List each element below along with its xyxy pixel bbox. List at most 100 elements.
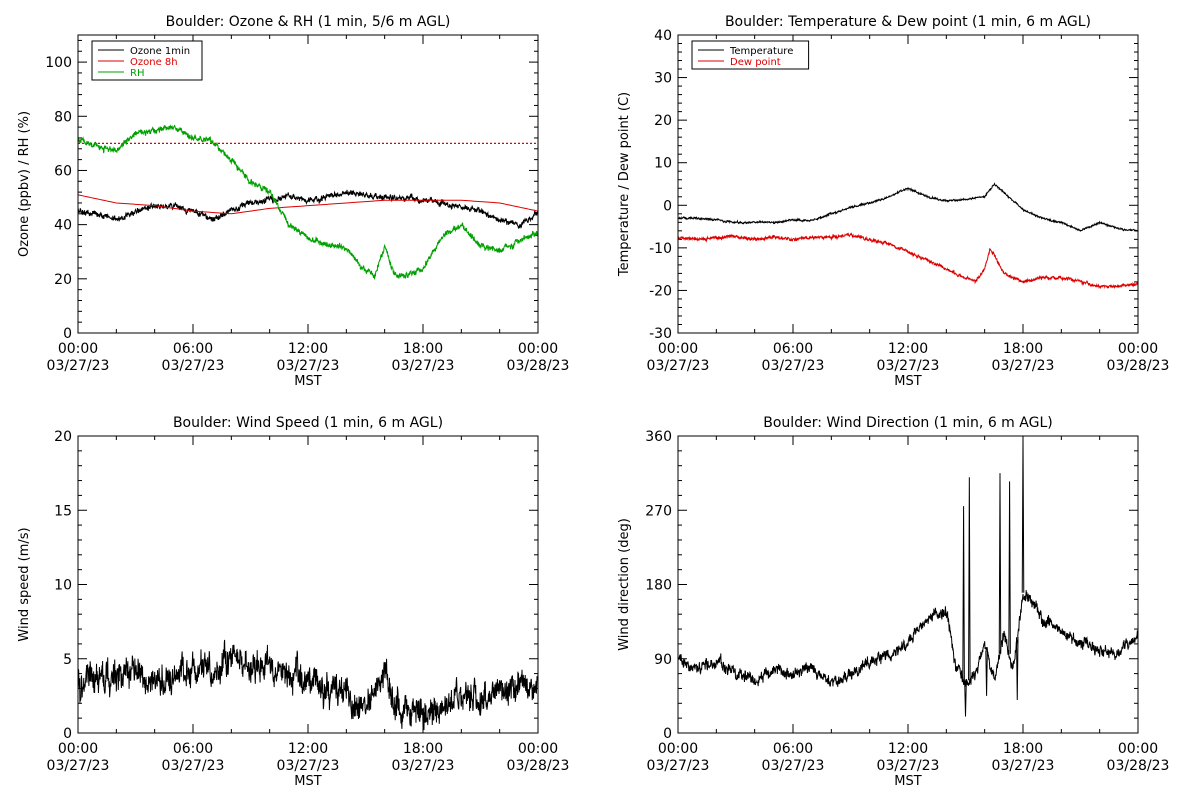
x-tick-label-time: 00:00	[58, 341, 98, 357]
y-axis-label: Temperature / Dew point (C)	[617, 92, 632, 277]
x-tick-label-date: 03/28/23	[507, 758, 570, 774]
y-tick-label: 10	[654, 156, 672, 172]
plot-frame	[77, 34, 539, 334]
x-tick-label-time: 06:00	[773, 341, 813, 357]
x-tick-label-date: 03/27/23	[992, 358, 1055, 374]
x-tick-label-date: 03/28/23	[507, 358, 570, 374]
y-tick-label: 5	[63, 652, 72, 668]
x-tick-label-date: 03/27/23	[762, 358, 825, 374]
y-tick-label: 100	[45, 55, 72, 71]
y-tick-label: 20	[54, 429, 72, 445]
x-tick-label-time: 00:00	[658, 741, 698, 757]
series-line-dew-point	[678, 232, 1138, 290]
x-tick-label-time: 18:00	[403, 741, 443, 757]
y-tick-label: 270	[645, 503, 672, 519]
plot-area	[678, 436, 1138, 717]
x-tick-label-date: 03/27/23	[47, 758, 110, 774]
x-tick-label-date: 03/27/23	[277, 358, 340, 374]
y-tick-label: 20	[54, 272, 72, 288]
x-axis-label: MST	[294, 374, 321, 389]
x-tick-label-time: 06:00	[173, 341, 213, 357]
series-line-temperature	[678, 182, 1138, 233]
legend-label: RH	[130, 68, 144, 79]
chart-title: Boulder: Ozone & RH (1 min, 5/6 m AGL)	[166, 14, 451, 30]
plot-area	[78, 639, 538, 731]
x-tick-label-date: 03/27/23	[877, 358, 940, 374]
y-tick-label: 180	[645, 578, 672, 594]
series-line-ozone-1min	[78, 189, 538, 229]
chart-title: Boulder: Temperature & Dew point (1 min,…	[725, 14, 1091, 30]
series-spike	[998, 473, 1002, 654]
x-tick-label-date: 03/27/23	[877, 758, 940, 774]
y-tick-label: 90	[654, 652, 672, 668]
y-tick-label: 15	[54, 503, 72, 519]
y-tick-label: 0	[663, 726, 672, 742]
x-tick-label-date: 03/27/23	[162, 358, 225, 374]
x-tick-label-time: 12:00	[288, 741, 328, 757]
series-spike	[985, 650, 988, 696]
x-tick-label-time: 18:00	[1003, 341, 1043, 357]
series-line-data	[678, 590, 1138, 687]
y-tick-label: 40	[654, 28, 672, 44]
x-tick-label-time: 00:00	[1118, 741, 1158, 757]
x-tick-label-date: 03/28/23	[1107, 758, 1170, 774]
x-axis-label: MST	[894, 374, 921, 389]
y-tick-label: 60	[54, 163, 72, 179]
x-tick-label-time: 00:00	[1118, 341, 1158, 357]
y-tick-label: -10	[649, 241, 672, 257]
series-line-rh	[78, 124, 538, 281]
y-tick-label: 0	[63, 726, 72, 742]
y-tick-label: -20	[649, 283, 672, 299]
x-tick-label-time: 00:00	[658, 341, 698, 357]
y-tick-label: 10	[54, 578, 72, 594]
x-tick-label-date: 03/27/23	[162, 758, 225, 774]
plot-area	[678, 182, 1138, 290]
x-tick-label-time: 18:00	[403, 341, 443, 357]
chart-panel-2: Boulder: Temperature & Dew point (1 min,…	[617, 14, 1169, 389]
x-tick-label-date: 03/27/23	[992, 758, 1055, 774]
y-tick-label: 30	[654, 71, 672, 87]
y-tick-label: 0	[63, 326, 72, 342]
chart-title: Boulder: Wind Speed (1 min, 6 m AGL)	[173, 415, 443, 431]
series-spike	[968, 477, 971, 681]
x-tick-label-time: 00:00	[58, 741, 98, 757]
chart-panel-1: Boulder: Ozone & RH (1 min, 5/6 m AGL) 0 2…	[17, 14, 569, 389]
series-spike	[1021, 436, 1025, 593]
x-tick-label-date: 03/27/23	[647, 358, 710, 374]
x-tick-label-time: 18:00	[1003, 741, 1043, 757]
x-tick-label-time: 12:00	[288, 341, 328, 357]
x-axis-label: MST	[294, 774, 321, 789]
x-tick-label-date: 03/28/23	[1107, 358, 1170, 374]
x-axis-label: MST	[894, 774, 921, 789]
y-tick-label: 20	[654, 113, 672, 129]
plot-frame	[677, 34, 1139, 334]
series-spike	[964, 683, 967, 717]
series-line-data	[78, 639, 538, 731]
x-tick-label-time: 12:00	[888, 741, 928, 757]
y-tick-label: 360	[645, 429, 672, 445]
legend-label: Dew point	[730, 57, 781, 68]
legend-box	[691, 40, 810, 70]
plot-frame	[677, 435, 1139, 734]
x-tick-label-time: 06:00	[773, 741, 813, 757]
y-tick-label: 40	[54, 218, 72, 234]
y-tick-label: 0	[663, 198, 672, 214]
chart-panel-4: Boulder: Wind Direction (1 min, 6 m AGL)…	[617, 415, 1169, 789]
y-axis-label: Wind direction (deg)	[617, 518, 632, 651]
x-tick-label-date: 03/27/23	[47, 358, 110, 374]
x-tick-label-date: 03/27/23	[277, 758, 340, 774]
legend-label: Ozone 1min	[130, 46, 190, 57]
x-tick-label-time: 00:00	[518, 741, 558, 757]
y-tick-label: 80	[54, 109, 72, 125]
x-tick-label-date: 03/27/23	[392, 358, 455, 374]
x-tick-label-date: 03/27/23	[392, 758, 455, 774]
x-tick-label-time: 06:00	[173, 741, 213, 757]
series-spike	[1008, 481, 1011, 654]
x-tick-label-time: 00:00	[518, 341, 558, 357]
x-tick-label-date: 03/27/23	[647, 758, 710, 774]
series-spike	[1015, 637, 1019, 701]
chart-title: Boulder: Wind Direction (1 min, 6 m AGL)	[763, 415, 1052, 431]
series-line-ozone-8h	[78, 194, 538, 215]
